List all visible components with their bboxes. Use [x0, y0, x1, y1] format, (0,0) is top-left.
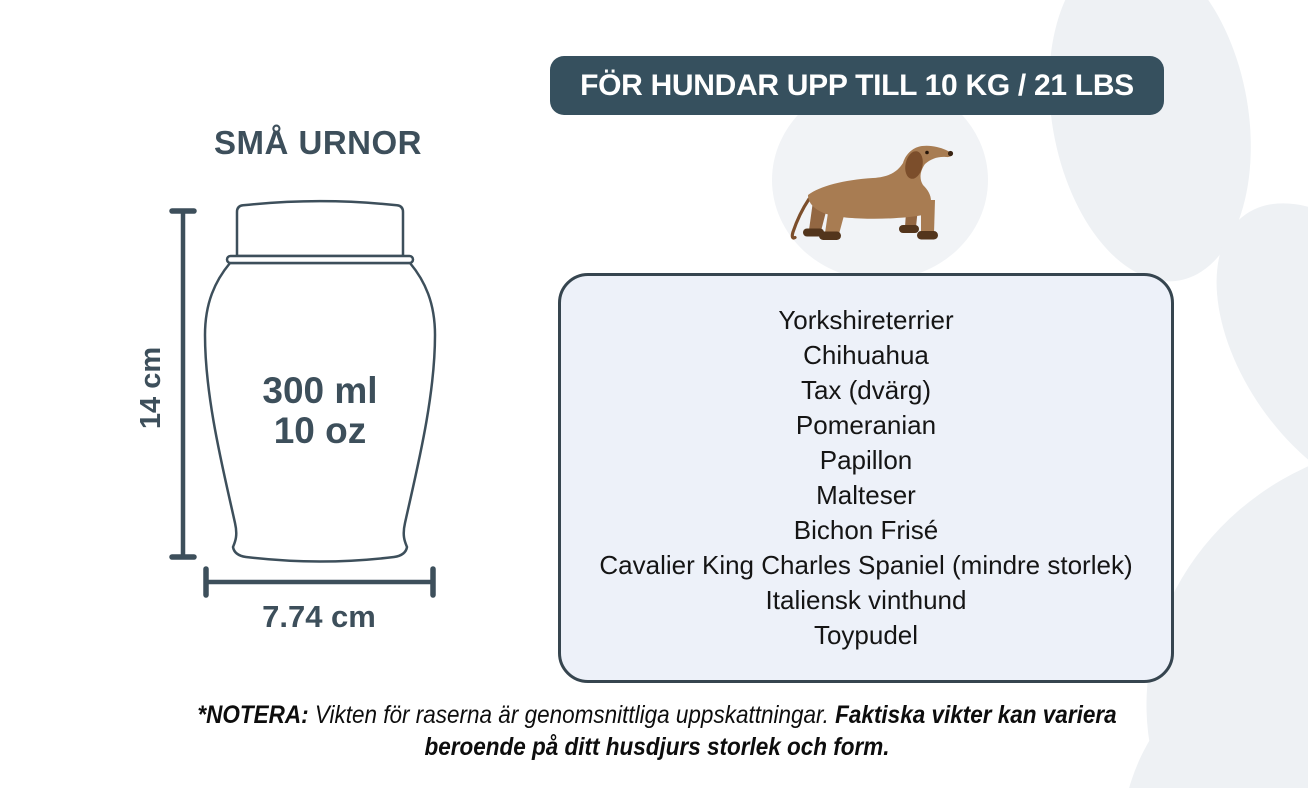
dog-paw-icon [803, 228, 824, 237]
paw-pad-icon [1146, 441, 1308, 788]
urn-rim-outline [225, 254, 415, 265]
footer-note: *NOTERA: Vikten för raserna är genomsnit… [150, 699, 1163, 763]
dachshund-illustration-icon [790, 145, 954, 240]
urn-volume-label: 300 ml 10 oz [220, 371, 420, 451]
breed-item: Chihuahua [803, 340, 929, 370]
urn-section-title: SMÅ URNOR [214, 124, 422, 161]
dog-paw-icon [819, 231, 841, 240]
urn-width-label: 7.74 cm [262, 599, 376, 634]
volume-oz: 10 oz [273, 410, 367, 451]
dog-hind-leg-near [825, 206, 846, 234]
urn-outline-diagram [169, 199, 437, 598]
breed-list: Yorkshireterrier Chihuahua Tax (dvärg) Pome… [561, 303, 1171, 653]
note-prefix: *NOTERA: [197, 701, 309, 729]
breed-item: Bichon Frisé [793, 515, 939, 545]
urn-height-label: 14 cm [135, 346, 167, 430]
dog-tail [790, 197, 811, 240]
urn-body-outline [203, 261, 437, 563]
breed-item: Toypudel [813, 620, 919, 650]
dog-nose [947, 150, 954, 157]
paw-toe-icon [1216, 203, 1308, 501]
paw-toe-icon [1121, 676, 1308, 788]
banner: FÖR HUNDAR UPP TILL 10 KG / 21 LBS [550, 56, 1164, 115]
note-body: Vikten för raserna är genomsnittliga upp… [308, 701, 836, 729]
height-dimension-line [169, 208, 197, 560]
breed-item: Cavalier King Charles Spaniel (mindre st… [599, 550, 1133, 580]
breed-item: Yorkshireterrier [778, 305, 954, 335]
dog-front-leg-near [921, 200, 935, 234]
breed-list-box: Yorkshireterrier Chihuahua Tax (dvärg) Pome… [558, 273, 1174, 683]
breed-item: Papillon [819, 445, 913, 475]
urn-lid-outline [235, 199, 405, 258]
dog-paw-icon [899, 225, 919, 233]
dog-eye [925, 150, 929, 155]
dog-paw-icon [917, 231, 938, 240]
breed-item: Pomeranian [795, 410, 937, 440]
volume-ml: 300 ml [262, 370, 378, 411]
banner-label: FÖR HUNDAR UPP TILL 10 KG / 21 LBS [580, 68, 1134, 102]
breed-item: Malteser [816, 480, 916, 510]
breed-item: Tax (dvärg) [800, 375, 932, 405]
dog-ear [905, 151, 923, 179]
breed-item: Italiensk vinthund [765, 585, 967, 615]
note-emphasis: Faktiska vikter kan variera beroende på … [424, 701, 1117, 761]
width-dimension-line [203, 566, 436, 598]
paw-toe-icon [1049, 0, 1251, 282]
